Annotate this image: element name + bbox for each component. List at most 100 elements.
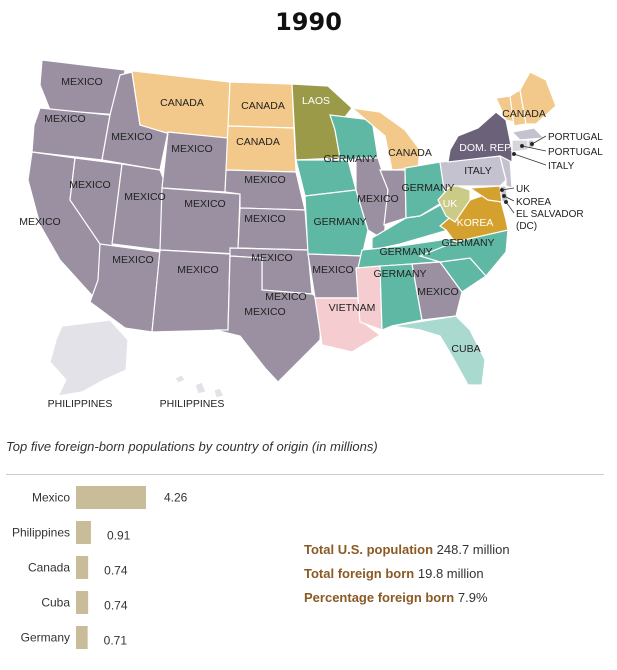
stat-value: 19.8 million [417,566,484,581]
map-label: UK [516,184,530,195]
map-label: UK [443,198,458,210]
map-label: ITALY [464,165,492,177]
map-label: GERMANY [401,182,454,194]
stat-label: Percentage foreign born [304,590,455,605]
map-label: CUBA [451,343,480,355]
bar [76,486,146,509]
map-label: CANADA [388,147,432,159]
state-AL [379,263,423,331]
population-stats: Total U.S. population 248.7 million Tota… [304,540,510,612]
us-map: MEXICO MEXICO MEXICO MEXICO MEXICO MEXICO MEXI… [19,59,603,410]
bar-value-label: 0.74 [104,599,128,613]
state-MA [510,127,546,141]
map-label: CANADA [502,108,546,120]
state-ME [519,71,557,125]
map-label: MEXICO [44,113,85,125]
map-label: GERMANY [373,268,426,280]
map-label: MEXICO [244,213,285,225]
state-NY [447,111,513,163]
state-OR [31,107,111,161]
state-MO [304,189,369,257]
map-label: LAOS [302,95,330,107]
pointer-dot [520,144,525,149]
stat-total-population: Total U.S. population 248.7 million [304,540,510,564]
map-label: KOREA [516,197,551,208]
pointer-dot [499,187,504,192]
map-label: MEXICO [251,252,292,264]
map-label: CANADA [241,100,285,112]
state-UT [111,163,169,251]
state-IN [379,169,407,226]
stat-value: 248.7 million [436,542,510,557]
top-five-bar-chart: Mexico 4.26 Philippines 0.91 Canada 0.74 Cuba 0… [12,486,188,649]
map-label: MEXICO [357,193,398,205]
bar-category-label: Canada [28,561,70,575]
pointer-dot [530,142,535,147]
pointer-line [501,187,515,191]
map-label: MEXICO [112,254,153,266]
map-label: MEXICO [111,131,152,143]
state-MI [350,107,421,171]
state-WY [161,131,229,193]
state-HI [174,374,225,399]
map-label: MEXICO [19,216,60,228]
bar-value-label: 0.91 [107,529,131,543]
map-label: MEXICO [417,286,458,298]
pointer-dot [512,152,517,157]
stat-value: 7.9% [457,590,488,605]
bar [76,521,91,544]
state-OH [404,161,447,219]
bar-value-label: 0.74 [104,564,128,578]
stat-label: Total U.S. population [304,542,434,557]
map-title: 1990 [275,8,342,36]
state-GA [411,261,463,321]
map-label: MEXICO [177,264,218,276]
map-label: PORTUGAL [548,147,603,158]
pointer-line [513,153,547,166]
map-label: GERMANY [313,216,366,228]
map-label: MEXICO [69,179,110,191]
map-label: MEXICO [244,174,285,186]
map-label: (DC) [516,221,537,232]
map-label: MEXICO [312,264,353,276]
bar-category-label: Philippines [12,526,70,540]
map-label: MEXICO [61,76,102,88]
state-AR [307,253,363,299]
map-label: EL SALVADOR [516,209,584,220]
state-SD [225,125,297,173]
chart-subtitle: Top five foreign-born populations by cou… [6,439,378,454]
map-label: MEXICO [184,198,225,210]
pointer-dot [501,193,506,198]
bar [76,626,88,649]
stat-percentage-foreign-born: Percentage foreign born 7.9% [304,588,510,612]
map-label: MEXICO [244,306,285,318]
pointer-line [505,201,515,214]
state-NM [151,249,231,333]
bar [76,591,89,614]
stat-label: Total foreign born [304,566,415,581]
map-label: MEXICO [171,143,212,155]
pointer-line [521,145,547,152]
bar-value-label: 0.71 [104,634,128,648]
map-label: GERMANY [379,246,432,258]
state-FL [391,315,486,386]
map-label: CANADA [236,136,280,148]
pointer-line [531,135,547,145]
map-label: PHILIPPINES [48,398,113,410]
map-label: DOM. REP. [459,142,512,154]
map-label: GERMANY [441,237,494,249]
map-label: PHILIPPINES [160,398,225,410]
map-label: GERMANY [323,153,376,165]
map-label: CANADA [160,97,204,109]
divider [6,474,604,475]
state-VA [439,189,509,243]
bar-category-label: Mexico [32,491,70,505]
map-label: MEXICO [124,191,165,203]
bar-category-label: Germany [21,631,70,645]
state-AK [49,319,129,397]
stat-total-foreign-born: Total foreign born 19.8 million [304,564,510,588]
state-MS [355,265,383,331]
map-label: VIETNAM [329,302,376,314]
map-label: KOREA [457,217,494,229]
map-label: ITALY [548,161,575,172]
